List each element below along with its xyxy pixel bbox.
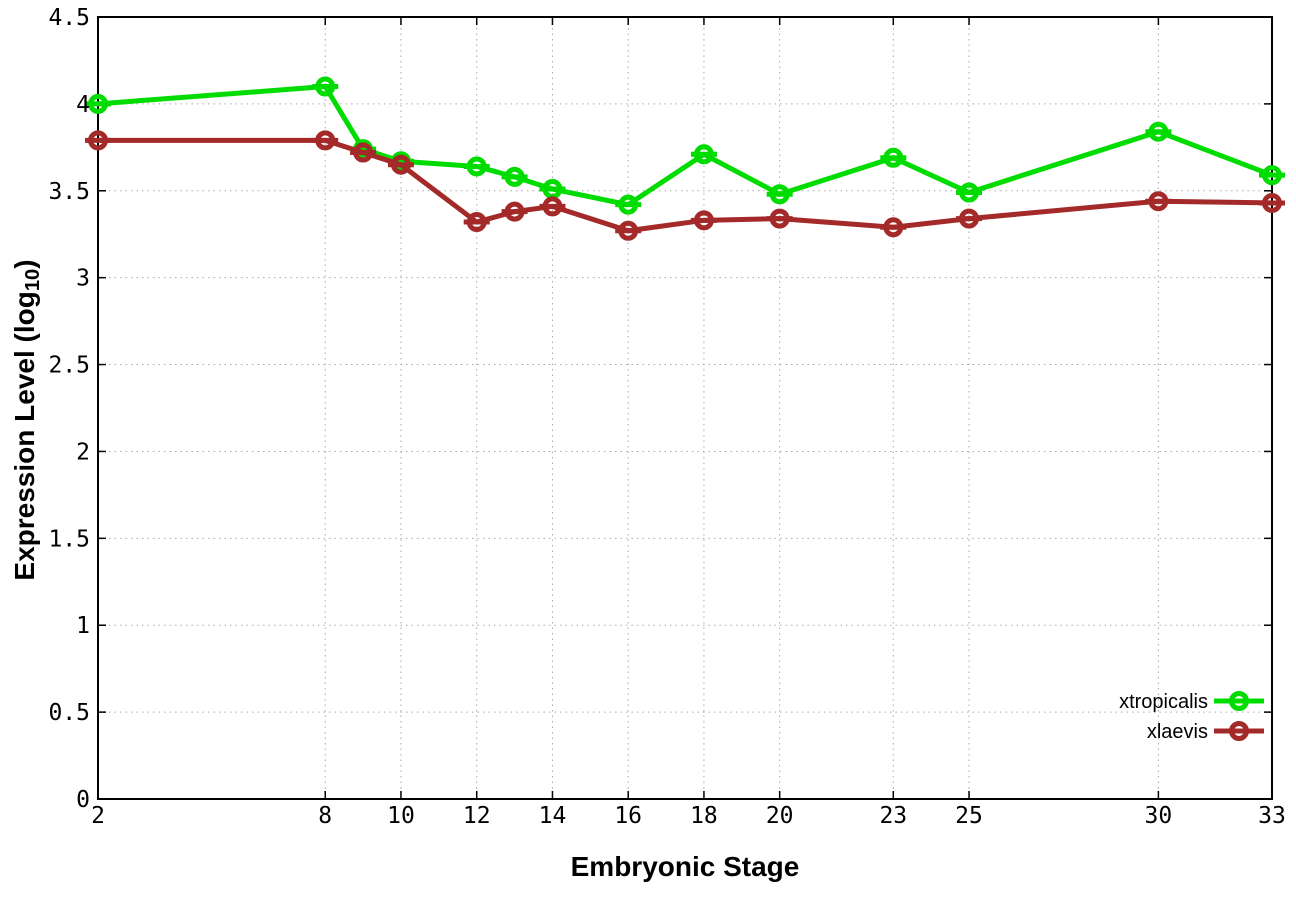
- x-tick-label: 33: [1258, 803, 1286, 829]
- data-point-marker-xtropicalis: [883, 147, 904, 168]
- data-point-marker-xtropicalis: [466, 156, 487, 177]
- legend-label-xlaevis: xlaevis: [1147, 721, 1208, 743]
- y-tick-label: 0: [76, 787, 90, 813]
- data-point-marker-xlaevis: [88, 130, 108, 151]
- y-tick-label: 2: [76, 439, 90, 465]
- x-tick-label: 30: [1145, 803, 1173, 829]
- legend-sample-marker-xtropicalis: [1229, 691, 1249, 711]
- x-tick-label: 16: [614, 803, 642, 829]
- data-point-marker-xtropicalis: [959, 182, 980, 203]
- x-tick-label: 10: [387, 803, 415, 829]
- data-point-marker-xtropicalis: [618, 194, 639, 215]
- data-point-marker-xtropicalis: [315, 76, 336, 97]
- data-point-marker-xlaevis: [618, 220, 639, 241]
- legend-sample-marker-xlaevis: [1229, 721, 1249, 741]
- data-point-marker-xlaevis: [390, 154, 411, 175]
- y-tick-label: 4.5: [48, 5, 90, 31]
- data-point-marker-xlaevis: [353, 142, 374, 163]
- data-point-marker-xtropicalis: [693, 144, 714, 165]
- data-point-marker-xtropicalis: [769, 184, 790, 205]
- data-point-marker-xlaevis: [959, 208, 980, 229]
- y-tick-label: 3: [76, 266, 90, 292]
- x-tick-label: 18: [690, 803, 718, 829]
- data-point-marker-xlaevis: [315, 130, 336, 151]
- data-point-marker-xlaevis: [1148, 191, 1169, 212]
- data-point-marker-xlaevis: [769, 208, 790, 229]
- x-tick-label: 14: [539, 803, 567, 829]
- data-point-marker-xtropicalis: [1148, 121, 1169, 142]
- data-point-marker-xlaevis: [1262, 192, 1282, 213]
- y-tick-label: 0.5: [48, 700, 90, 726]
- x-tick-label: 25: [955, 803, 983, 829]
- y-axis-title-subscript: 10: [22, 268, 45, 292]
- x-tick-label: 12: [463, 803, 491, 829]
- data-point-marker-xlaevis: [504, 201, 525, 222]
- y-tick-label: 1: [76, 613, 90, 639]
- data-point-marker-xtropicalis: [504, 166, 525, 187]
- data-point-marker-xlaevis: [883, 217, 904, 238]
- y-tick-label: 3.5: [48, 179, 90, 205]
- x-tick-label: 20: [766, 803, 794, 829]
- y-axis-title-main: Expression Level (log: [8, 291, 40, 581]
- y-tick-label: 2.5: [48, 353, 90, 379]
- plot-border: [97, 16, 1273, 800]
- data-point-marker-xlaevis: [542, 196, 563, 217]
- y-axis-title: Expression Level (log10): [9, 259, 45, 580]
- data-point-marker-xtropicalis: [88, 93, 108, 114]
- y-axis-title-close: ): [8, 259, 40, 269]
- x-tick-label: 23: [879, 803, 907, 829]
- y-tick-label: 1.5: [48, 526, 90, 552]
- data-point-marker-xtropicalis: [1262, 165, 1282, 186]
- data-point-marker-xlaevis: [466, 212, 487, 233]
- data-point-marker-xlaevis: [693, 210, 714, 231]
- x-tick-label: 2: [91, 803, 105, 829]
- legend-label-xtropicalis: xtropicalis: [1119, 691, 1208, 713]
- y-tick-label: 4: [76, 92, 90, 118]
- x-axis-title: Embryonic Stage: [570, 851, 800, 882]
- x-tick-label: 8: [318, 803, 332, 829]
